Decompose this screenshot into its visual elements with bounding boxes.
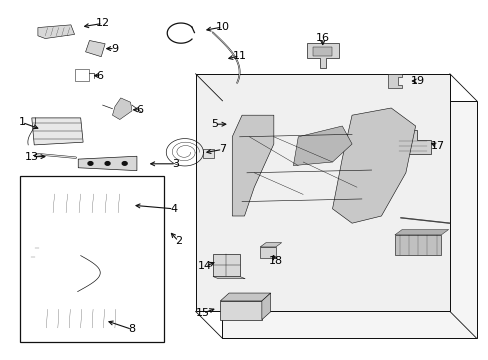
Text: 4: 4 xyxy=(170,204,177,214)
Text: 5: 5 xyxy=(211,119,218,129)
Polygon shape xyxy=(222,101,476,338)
Text: 16: 16 xyxy=(315,33,329,43)
Text: 10: 10 xyxy=(215,22,229,32)
Text: 14: 14 xyxy=(198,261,212,271)
Polygon shape xyxy=(220,293,270,301)
Circle shape xyxy=(102,223,108,227)
Polygon shape xyxy=(112,98,132,120)
Text: 17: 17 xyxy=(430,141,444,151)
Polygon shape xyxy=(38,25,74,39)
Text: 15: 15 xyxy=(196,308,209,318)
Polygon shape xyxy=(332,108,415,223)
Bar xyxy=(75,69,89,81)
Polygon shape xyxy=(262,293,270,320)
Bar xyxy=(260,247,275,258)
Polygon shape xyxy=(32,118,83,145)
Text: 3: 3 xyxy=(172,159,179,169)
Polygon shape xyxy=(306,43,338,68)
Polygon shape xyxy=(212,276,245,279)
Text: 19: 19 xyxy=(410,76,424,86)
Polygon shape xyxy=(394,230,447,235)
Text: 18: 18 xyxy=(269,256,283,266)
Polygon shape xyxy=(260,243,281,247)
Text: 11: 11 xyxy=(232,51,246,61)
Text: 7: 7 xyxy=(219,144,225,154)
Polygon shape xyxy=(293,126,351,166)
Polygon shape xyxy=(39,192,132,215)
Polygon shape xyxy=(195,74,449,311)
Text: 1: 1 xyxy=(19,117,25,127)
Circle shape xyxy=(63,223,69,227)
Text: 6: 6 xyxy=(136,105,142,115)
Polygon shape xyxy=(85,40,105,57)
Circle shape xyxy=(105,162,110,165)
Polygon shape xyxy=(220,301,262,320)
Polygon shape xyxy=(232,115,273,216)
Circle shape xyxy=(122,162,127,165)
Bar xyxy=(20,176,163,342)
Polygon shape xyxy=(78,156,137,171)
Bar xyxy=(212,254,239,276)
Text: 9: 9 xyxy=(111,44,118,54)
Polygon shape xyxy=(44,217,127,233)
Circle shape xyxy=(82,223,88,227)
Bar xyxy=(203,149,214,158)
Text: 8: 8 xyxy=(128,324,135,334)
Circle shape xyxy=(88,162,93,165)
Polygon shape xyxy=(387,74,402,88)
Text: 13: 13 xyxy=(25,152,39,162)
Bar xyxy=(44,280,56,286)
Bar xyxy=(313,47,332,56)
Ellipse shape xyxy=(61,241,95,256)
Polygon shape xyxy=(395,130,430,154)
Text: 2: 2 xyxy=(175,236,182,246)
Text: 12: 12 xyxy=(96,18,109,28)
Bar xyxy=(394,235,440,255)
Polygon shape xyxy=(32,306,129,331)
Text: 6: 6 xyxy=(97,71,103,81)
